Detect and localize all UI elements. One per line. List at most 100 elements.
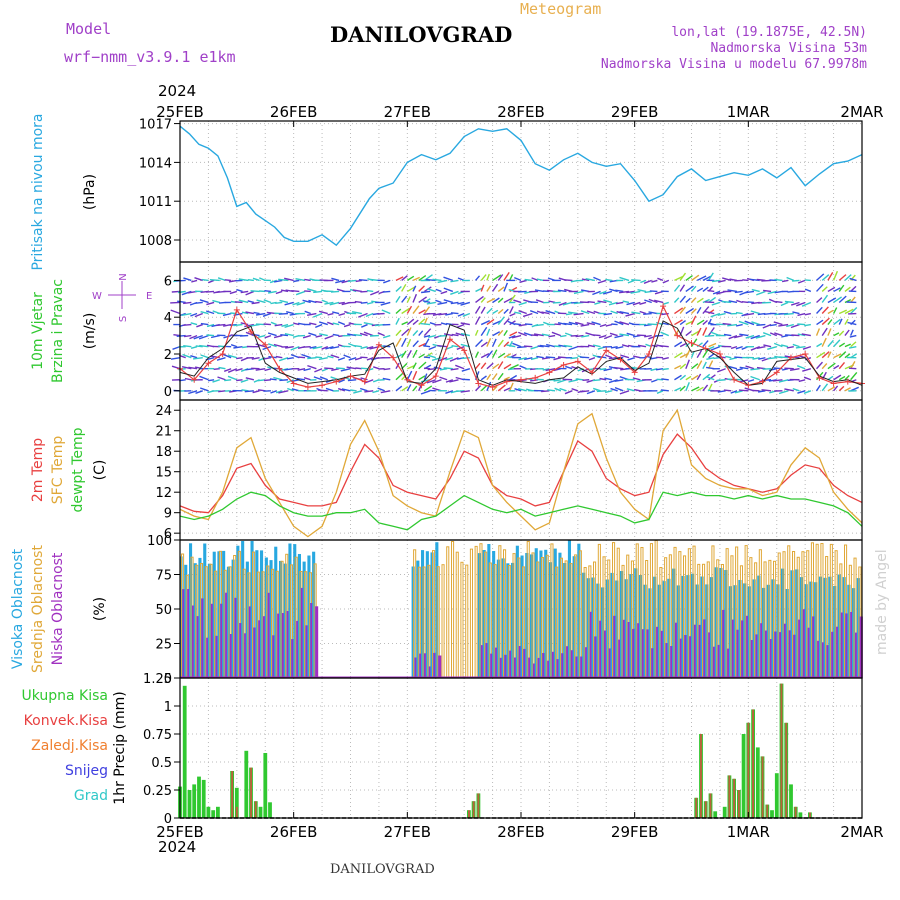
wind-barb [304,278,311,282]
wind-barb [739,333,749,337]
wind-barb [848,345,857,349]
wind-barb [790,323,800,329]
wind-barb [631,311,641,315]
wind-barb [674,387,682,392]
wind-barb [337,357,346,361]
wind-barb [427,368,436,371]
wind-barb [644,299,652,304]
wind-barb [790,301,800,306]
wind-barb [421,290,431,294]
wind-barb [337,387,346,392]
wind-barb [610,387,618,392]
wind-barb [450,279,459,283]
wind-barb [370,290,380,296]
wind-barb [208,279,215,284]
wind-barb [445,379,454,383]
panel-frame [179,120,863,263]
wind-barb [194,277,203,282]
precip-bar-konvek [695,797,698,818]
wind-barb [781,279,789,283]
y-tick-label: 18 [155,445,172,460]
precip-bar-konvek [761,756,764,818]
label-layer: 1008101110141017024669121518212402550751… [10,103,884,841]
wind-barb [691,308,697,315]
x-date-label-top: 26FEB [270,103,317,121]
precip-bar-konvek [794,806,797,818]
wind-barb [486,273,490,281]
wind-barb [588,357,596,361]
wind-barb [503,363,512,370]
x-date-label-bottom: 29FEB [611,823,658,841]
wind-barb [734,390,743,394]
wind-barb [475,275,481,281]
precip-bar-konvek [809,812,811,818]
wind-barb [227,375,238,381]
wind-barb [587,344,596,348]
cloud-bar-niska [438,655,442,679]
wind-barb [833,353,842,359]
wind-barb [702,340,709,348]
wind-barb [451,333,459,337]
wind-barb [518,323,527,327]
wind-barb [756,323,766,326]
wind-barb [755,334,766,339]
wind-barb [662,279,670,284]
wind-barb [674,319,683,326]
wind-barb [528,301,539,304]
wind-barb [236,356,243,360]
wind-barb [564,332,573,337]
cloud-label-3: Niska Oblacnost [50,552,66,665]
wind-barb [710,345,721,351]
wind-barb [685,297,691,303]
wind-barb [457,312,465,317]
wind-barb [827,319,833,325]
wind-barb [193,334,203,340]
wind-barb [662,356,669,360]
wind-barb [351,311,362,315]
wind-marker [248,328,255,335]
wind-barb [541,356,550,360]
wind-barb [181,312,192,316]
wind-barb [182,353,192,359]
wind-barb [449,357,459,362]
wind-barb [619,311,630,315]
wind-barb [769,332,778,337]
wind-unit: (m/s) [82,313,98,350]
wind-barb [586,310,596,315]
wind-barb [509,312,516,317]
wind-barb [206,301,215,306]
wind-barb [747,379,755,383]
wind-barb [523,332,533,337]
wind-barb [674,364,682,370]
wind-marker [546,369,553,376]
wind-barb [418,361,427,370]
wind-barb [302,334,311,339]
wind-barb [286,379,294,384]
wind-barb [844,308,854,315]
wind-barb [284,333,294,337]
wind-barb [690,351,695,358]
wind-barb [327,312,334,316]
precip-label: 1hr Precip (mm) [112,691,128,804]
wind-barb [198,334,209,340]
wind-barb [241,389,249,392]
y-tick-label: 25 [155,638,172,653]
temp-label-3: dewpt Temp [70,427,86,512]
wind-barb [821,351,830,359]
wind-barb [781,334,789,338]
wind-barb [492,363,500,370]
wind-barb [233,323,243,327]
wind-barb [366,345,374,350]
wind-barb [372,366,380,370]
wind-barb [480,375,487,381]
wind-barb [263,299,272,304]
wind-barb [594,301,601,305]
wind-barb [626,301,635,306]
precip-bar-ukupna [722,806,727,818]
wind-barb [190,345,198,349]
wind-barb [406,384,412,392]
wind-barb [503,308,509,315]
wind-barb [591,321,601,326]
wind-barb [480,297,486,303]
wind-barb [696,386,704,392]
